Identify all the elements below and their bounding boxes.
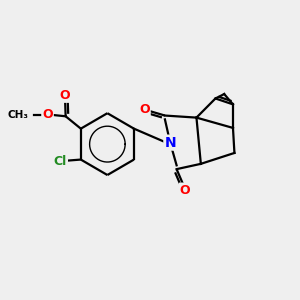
Text: O: O <box>180 184 190 196</box>
Text: Cl: Cl <box>54 154 67 167</box>
Text: O: O <box>139 103 150 116</box>
Text: N: N <box>164 136 176 150</box>
Text: O: O <box>60 89 70 102</box>
Text: CH₃: CH₃ <box>8 110 29 120</box>
Text: O: O <box>42 108 53 121</box>
